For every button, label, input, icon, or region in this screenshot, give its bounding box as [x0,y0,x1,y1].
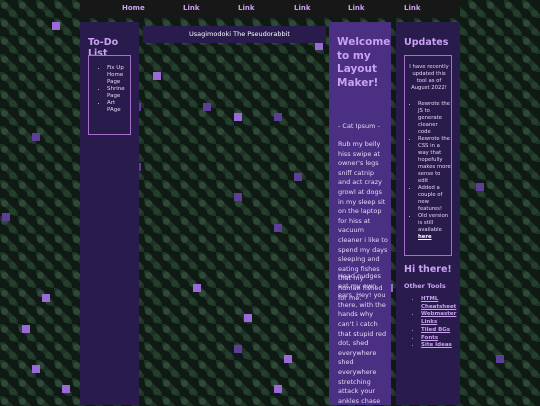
other-tools-title: Other Tools [404,282,446,290]
decor-square [496,355,504,363]
body-paragraph: Head nudges eat my own ears. Hey! you th… [338,272,387,405]
decor-square [193,284,201,292]
tool-link-html-cheatsheet[interactable]: HTML Cheatsheet [421,296,457,310]
decor-square [42,294,50,302]
decor-square [32,365,40,373]
top-nav: Home Link Link Link Link Link [80,0,460,18]
decor-square [284,355,292,363]
decor-square [234,345,242,353]
tool-list-item: Fonts [421,335,461,343]
site-title: Usagimodoki The Pseudorabbit [189,30,290,38]
todo-title: To-Do List [88,37,119,59]
todo-item: Shrine Page [107,86,130,100]
tool-list-item: Tiled BGs [421,327,461,335]
decor-square [22,325,30,333]
decor-square [294,173,302,181]
tool-list-item: HTML Cheatsheet [421,296,461,311]
other-tools-list: HTML Cheatsheet Webmaster Links Tiled BG… [404,296,461,350]
decor-square [274,224,282,232]
main-content: Welcome to my Layout Maker! - Cat Ipsum … [329,22,391,405]
decor-square [274,385,282,393]
decor-square [274,113,282,121]
todo-item: Fix Up Home Page [107,65,130,86]
updates-box: I have recently updated this tool as of … [404,55,452,256]
decor-square [203,103,211,111]
update-item: Old version is still available here [418,213,451,241]
decor-square [52,22,60,30]
decor-square [2,213,10,221]
right-sidebar: Updates Hi there! Other Tools [396,22,460,405]
tool-link-site-ideas[interactable]: Site Ideas [421,342,452,349]
nav-link[interactable]: Link [238,4,255,12]
tool-link-tiled-bgs[interactable]: Tiled BGs [421,326,451,333]
old-version-link[interactable]: here [418,234,432,240]
tool-list-item: Webmaster Links [421,311,461,326]
nav-link[interactable]: Link [404,4,421,12]
decor-square [62,385,70,393]
decor-square [32,133,40,141]
decor-square [476,183,484,191]
decor-square [234,193,242,201]
updates-intro: I have recently updated this tool as of … [409,64,449,91]
author-line: - Cat Ipsum - [338,122,380,130]
nav-link[interactable]: Link [294,4,311,12]
greeting-title: Hi there! [404,264,452,275]
nav-link-home[interactable]: Home [122,4,145,12]
tool-link-webmaster-links[interactable]: Webmaster Links [421,311,457,326]
nav-link[interactable]: Link [348,4,365,12]
updates-title: Updates [404,37,449,48]
decor-square [315,42,323,50]
todo-list-box: Fix Up Home Page Shrine Page Art PAge [88,55,131,135]
tool-list-item: Site Ideas [421,342,461,350]
tool-link-fonts[interactable]: Fonts [421,334,439,341]
update-item-text: Old version is still available [418,213,449,233]
nav-link[interactable]: Link [183,4,200,12]
body-paragraph: Rub my belly hiss swipe at owner's legs … [338,140,388,302]
page-title: Welcome to my Layout Maker! [337,36,391,89]
decor-square [244,314,252,322]
updates-list: Rewrote the JS to generate cleaner code … [405,101,451,241]
update-item: Rewrote the JS to generate cleaner code [418,101,451,136]
todo-list: Fix Up Home Page Shrine Page Art PAge [89,65,130,114]
site-header: Usagimodoki The Pseudorabbit [143,26,326,43]
update-item: Rewrote the CSS in a way that hopefully … [418,136,451,185]
todo-item: Art PAge [107,100,130,114]
decor-square [153,72,161,80]
decor-square [234,113,242,121]
update-item: Added a couple of new features! [418,185,451,213]
